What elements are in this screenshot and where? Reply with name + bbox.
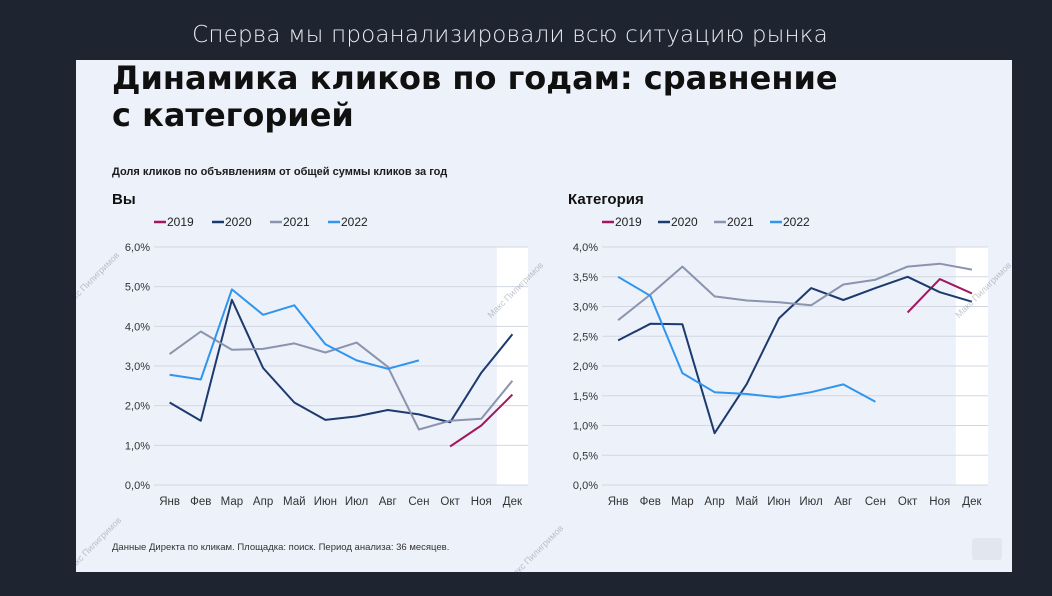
x-tick-label: Янв xyxy=(608,496,629,508)
y-tick-label: 5,0% xyxy=(125,282,150,294)
x-tick-label: Янв xyxy=(159,496,180,508)
x-tick-label: Июн xyxy=(314,496,337,508)
y-tick-label: 1,0% xyxy=(125,440,150,452)
series-line-2021 xyxy=(169,330,514,431)
x-tick-label: Авг xyxy=(379,496,397,508)
x-tick-label: Апр xyxy=(704,496,724,508)
legend-label: 2020 xyxy=(225,215,252,229)
series-line-2019 xyxy=(906,278,973,314)
y-tick-label: 2,5% xyxy=(573,331,598,343)
x-tick-label: Апр xyxy=(253,496,273,508)
x-tick-label: Июл xyxy=(799,496,822,508)
y-tick-label: 0,5% xyxy=(573,450,598,462)
x-tick-label: Фев xyxy=(190,496,211,508)
chart-category: 0,0% 0,5% 1,0% 1,5% 2,0% 2,5% 3,0% 3,5% 4,0% Янв Ф… xyxy=(573,215,988,508)
y-tick-label: 1,5% xyxy=(573,391,598,403)
legend-label: 2020 xyxy=(671,215,698,229)
y-tick-label: 6,0% xyxy=(125,242,150,254)
series-line-2022 xyxy=(169,288,420,381)
x-tick-label: Июл xyxy=(345,496,368,508)
legend-label: 2021 xyxy=(727,215,754,229)
x-tick-label: Фев xyxy=(640,496,661,508)
x-tick-label: Дек xyxy=(962,496,982,508)
legend-label: 2022 xyxy=(341,215,368,229)
watermark: Макс Пилигримов xyxy=(505,523,566,572)
series-line-2020 xyxy=(169,298,514,424)
chart-subtitle: Доля кликов по объявлениям от общей сумм… xyxy=(112,166,448,178)
panel-label-category: Категория xyxy=(568,191,644,208)
series-line-2021 xyxy=(617,262,973,321)
slide-caption: Сперва мы проанализировали всю ситуацию … xyxy=(192,22,828,48)
x-tick-label: Мар xyxy=(221,496,244,508)
series-line-2019 xyxy=(449,393,514,448)
x-tick-label: Мар xyxy=(671,496,694,508)
y-tick-label: 2,0% xyxy=(125,401,150,413)
x-tick-label: Окт xyxy=(440,496,460,508)
y-tick-label: 4,0% xyxy=(573,242,598,254)
footnote: Данные Директа по кликам. Площадка: поис… xyxy=(112,542,450,553)
legend-label: 2021 xyxy=(283,215,310,229)
y-tick-label: 3,0% xyxy=(125,361,150,373)
y-tick-label: 2,0% xyxy=(573,361,598,373)
x-tick-label: Окт xyxy=(898,496,918,508)
slide: Динамика кликов по годам: сравнение с ка… xyxy=(76,60,1012,572)
y-tick-label: 3,5% xyxy=(573,272,598,284)
y-tick-label: 1,0% xyxy=(573,421,598,433)
chart-you: 0,0% 1,0% 2,0% 3,0% 4,0% 5,0% 6,0% Янв Фев Мар Апр… xyxy=(125,215,528,508)
x-tick-label: Май xyxy=(283,496,306,508)
x-tick-label: Ноя xyxy=(471,496,492,508)
x-tick-label: Сен xyxy=(408,496,429,508)
panel-label-you: Вы xyxy=(112,191,136,208)
x-tick-label: Май xyxy=(735,496,758,508)
y-tick-label: 4,0% xyxy=(125,321,150,333)
x-tick-label: Сен xyxy=(865,496,886,508)
y-tick-label: 0,0% xyxy=(125,480,150,492)
legend-label: 2022 xyxy=(783,215,810,229)
slide-title: Динамика кликов по годам: сравнение с ка… xyxy=(112,60,838,134)
corner-logo-placeholder xyxy=(972,538,1002,560)
legend-label: 2019 xyxy=(167,215,194,229)
series-line-2022 xyxy=(617,275,876,403)
y-tick-label: 0,0% xyxy=(573,480,598,492)
y-tick-label: 3,0% xyxy=(573,302,598,314)
x-tick-label: Июн xyxy=(767,496,790,508)
legend-label: 2019 xyxy=(615,215,642,229)
x-tick-label: Ноя xyxy=(929,496,950,508)
x-tick-label: Авг xyxy=(834,496,852,508)
x-tick-label: Дек xyxy=(503,496,523,508)
